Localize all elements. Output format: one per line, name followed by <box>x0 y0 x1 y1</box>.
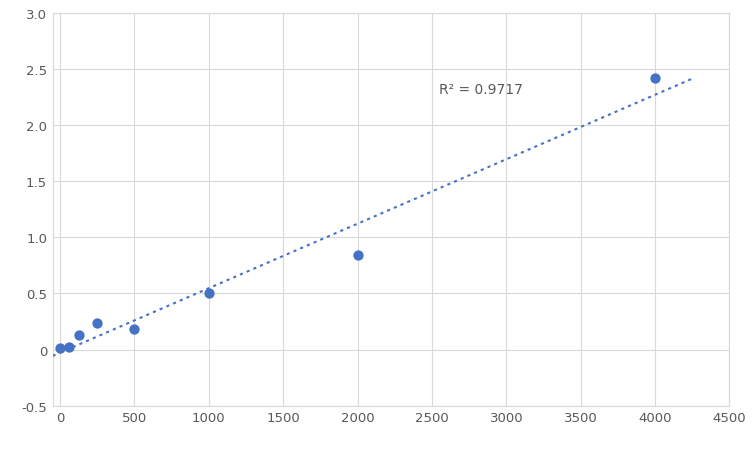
Point <box>73 331 85 339</box>
Point <box>91 319 103 327</box>
Point <box>63 344 75 351</box>
Point <box>649 75 661 82</box>
Point <box>54 345 66 352</box>
Point <box>351 252 363 259</box>
Point <box>203 290 215 297</box>
Text: R² = 0.9717: R² = 0.9717 <box>439 83 523 97</box>
Point <box>129 326 141 333</box>
